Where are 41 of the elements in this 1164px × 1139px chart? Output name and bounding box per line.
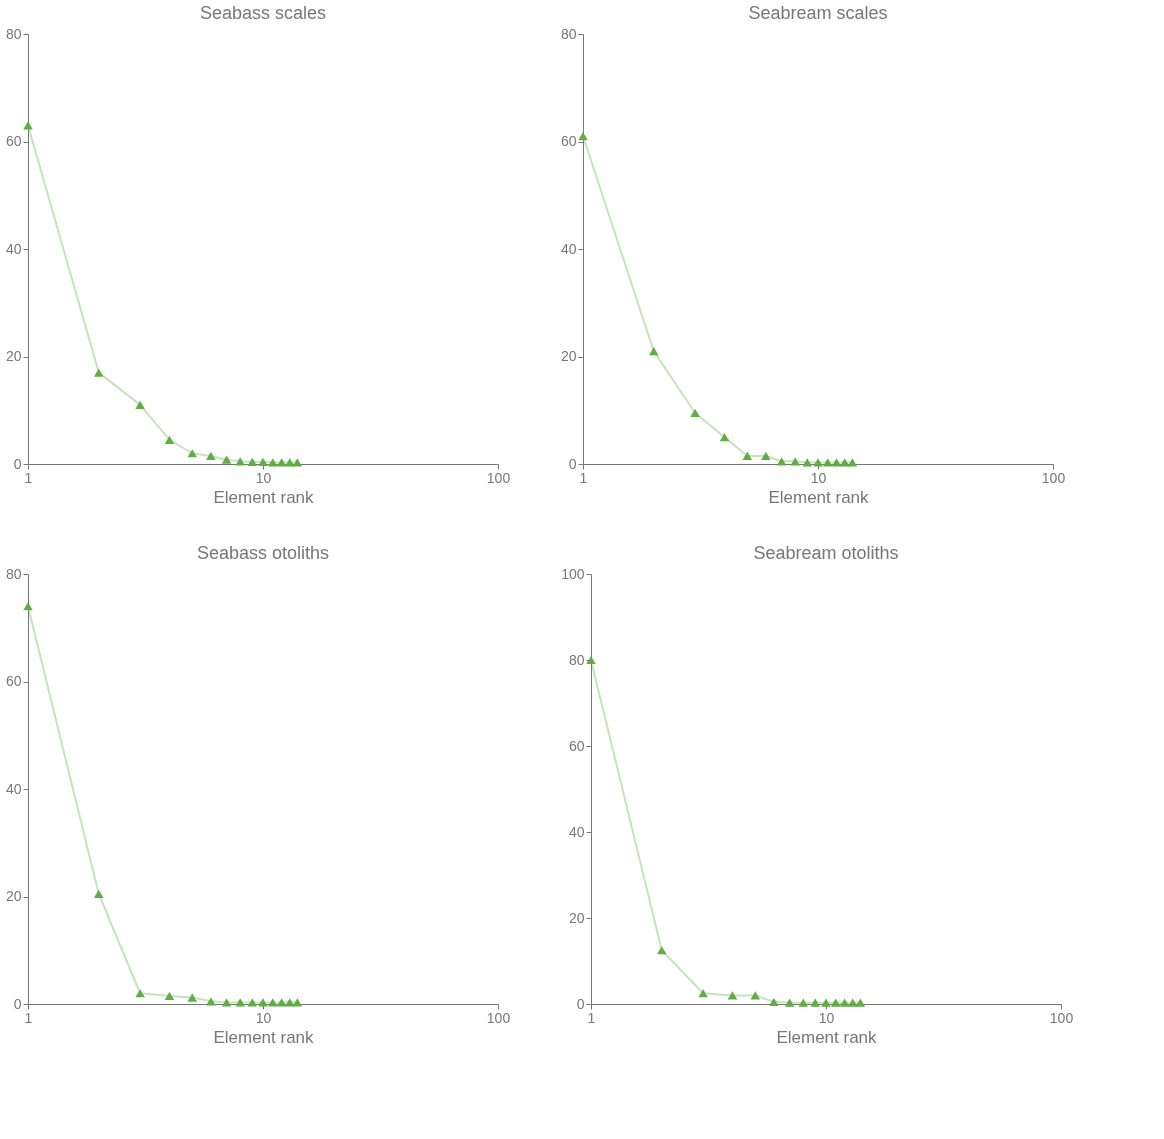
x-axis-title: Element rank	[768, 487, 870, 507]
x-tick-label: 100	[1049, 1009, 1074, 1026]
chart-title: Seabass scales	[199, 3, 327, 23]
y-tick-label: 0	[13, 455, 22, 472]
y-tick-label: 20	[5, 348, 22, 364]
x-tick-label: 10	[255, 1009, 272, 1026]
x-axis-title: Element rank	[776, 1027, 878, 1047]
x-tick-label: 10	[818, 1009, 835, 1026]
x-tick-label: 1	[587, 1009, 596, 1026]
y-tick-label: 0	[576, 995, 585, 1012]
x-tick-label: 10	[255, 469, 272, 486]
y-tick-label: 40	[5, 240, 22, 257]
x-tick-label: 100	[486, 1009, 511, 1026]
y-tick-label: 60	[568, 737, 585, 754]
y-tick-label: 20	[568, 909, 585, 926]
x-axis-title: Element rank	[213, 1027, 315, 1047]
x-axis-title: Element rank	[213, 487, 315, 507]
chart-title: Seabream otoliths	[753, 543, 899, 563]
y-tick-label: 80	[5, 565, 22, 582]
y-tick-label: 40	[568, 823, 585, 840]
y-tick-label: 20	[5, 888, 22, 904]
y-tick-label: 20	[560, 348, 577, 364]
y-tick-label: 40	[5, 780, 22, 797]
y-tick-label: 60	[5, 133, 22, 149]
chart-title: Seabream scales	[748, 3, 888, 23]
y-tick-label: 40	[560, 240, 577, 257]
y-tick-label: 80	[5, 25, 22, 42]
y-tick-label: 0	[13, 995, 22, 1012]
x-tick-label: 10	[810, 469, 827, 486]
y-tick-label: 60	[560, 133, 577, 149]
y-tick-label: 80	[560, 25, 577, 42]
x-tick-label: 1	[24, 1009, 33, 1026]
y-tick-label: 80	[568, 651, 585, 668]
y-tick-label: 60	[5, 673, 22, 689]
x-tick-label: 1	[24, 469, 33, 486]
x-tick-label: 100	[1041, 469, 1066, 486]
x-tick-label: 1	[579, 469, 588, 486]
x-tick-label: 100	[486, 469, 511, 486]
y-tick-label: 0	[568, 455, 577, 472]
y-tick-label: 100	[561, 565, 585, 582]
chart-title: Seabass otoliths	[196, 543, 330, 563]
